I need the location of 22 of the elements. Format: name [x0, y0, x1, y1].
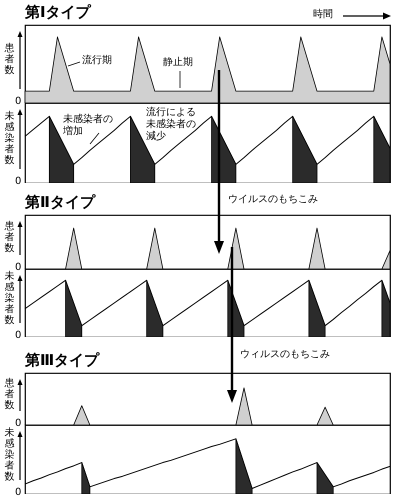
text: 0 [15, 262, 22, 274]
text: 0 [15, 487, 22, 499]
chart-title: 第Ⅰタイプ [24, 3, 92, 21]
y-axis-title: 未感染者数 [4, 426, 14, 482]
y-axis-title: 患者数 [4, 42, 14, 76]
y-axis-title: 未感染者数 [4, 110, 14, 166]
text: 0 [15, 176, 22, 188]
chart-title: 第Ⅱタイプ [24, 193, 96, 211]
text: 0 [15, 418, 22, 430]
chart-title: 第Ⅲタイプ [24, 351, 100, 369]
y-axis-title: 患者数 [4, 220, 14, 254]
text: 0 [15, 96, 22, 108]
text: ウイルスのもちこみ [228, 194, 318, 206]
text: 時間 [313, 9, 333, 21]
text: ウィルスのもちこみ [240, 349, 330, 361]
annotation: 未感染者の増加 [63, 114, 114, 138]
text: 0 [15, 330, 22, 342]
annotation: 流行期 [82, 55, 112, 67]
y-axis-title: 患者数 [4, 377, 14, 411]
annotation: 静止期 [163, 57, 193, 69]
annotation: 流行による未感染者の減少 [146, 107, 197, 143]
y-axis-title: 未感染者数 [4, 270, 14, 326]
